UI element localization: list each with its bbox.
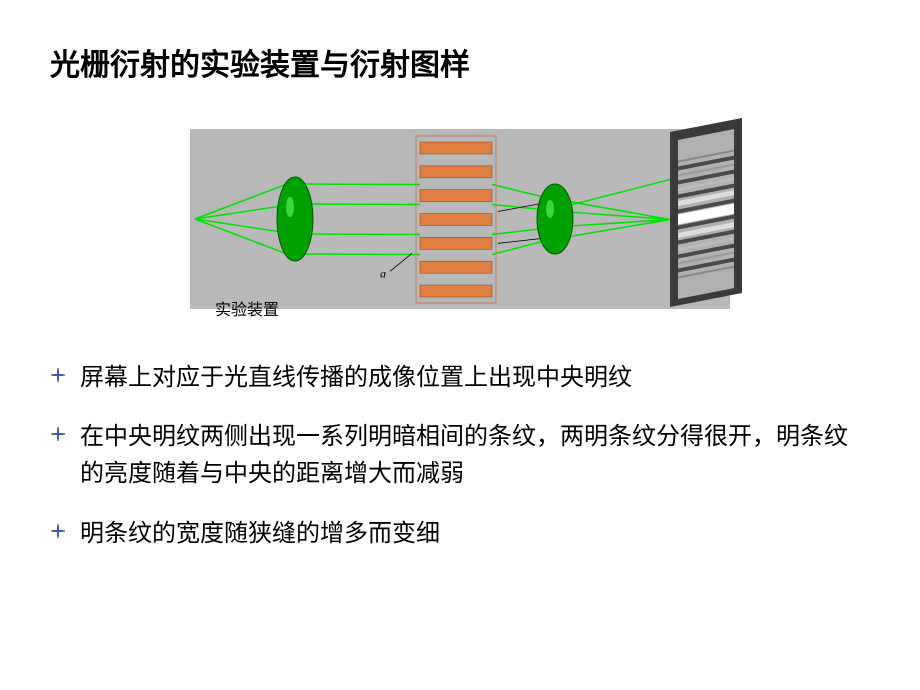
diagram-container: da 实验装置 (155, 114, 765, 320)
bullet-item: 明条纹的宽度随狭缝的增多而变细 (50, 516, 870, 553)
bullet-item: 屏幕上对应于光直线传播的成像位置上出现中央明纹 (50, 360, 870, 397)
bullet-item: 在中央明纹两侧出现一系列明暗相间的条纹，两明条纹分得很开，明条纹的亮度随着与中央… (50, 419, 870, 493)
svg-text:a: a (380, 266, 386, 280)
diagram-caption: 实验装置 (215, 296, 765, 320)
bullet-list: 屏幕上对应于光直线传播的成像位置上出现中央明纹 在中央明纹两侧出现一系列明暗相间… (50, 360, 870, 553)
bullet-icon (50, 523, 66, 539)
bullet-text: 屏幕上对应于光直线传播的成像位置上出现中央明纹 (80, 360, 632, 397)
page-title: 光栅衍射的实验装置与衍射图样 (50, 40, 870, 84)
bullet-text: 在中央明纹两侧出现一系列明暗相间的条纹，两明条纹分得很开，明条纹的亮度随着与中央… (80, 419, 870, 493)
bullet-icon (50, 367, 66, 383)
bullet-icon (50, 426, 66, 442)
bullet-text: 明条纹的宽度随狭缝的增多而变细 (80, 516, 440, 553)
grating-diffraction-diagram: da (155, 114, 765, 324)
